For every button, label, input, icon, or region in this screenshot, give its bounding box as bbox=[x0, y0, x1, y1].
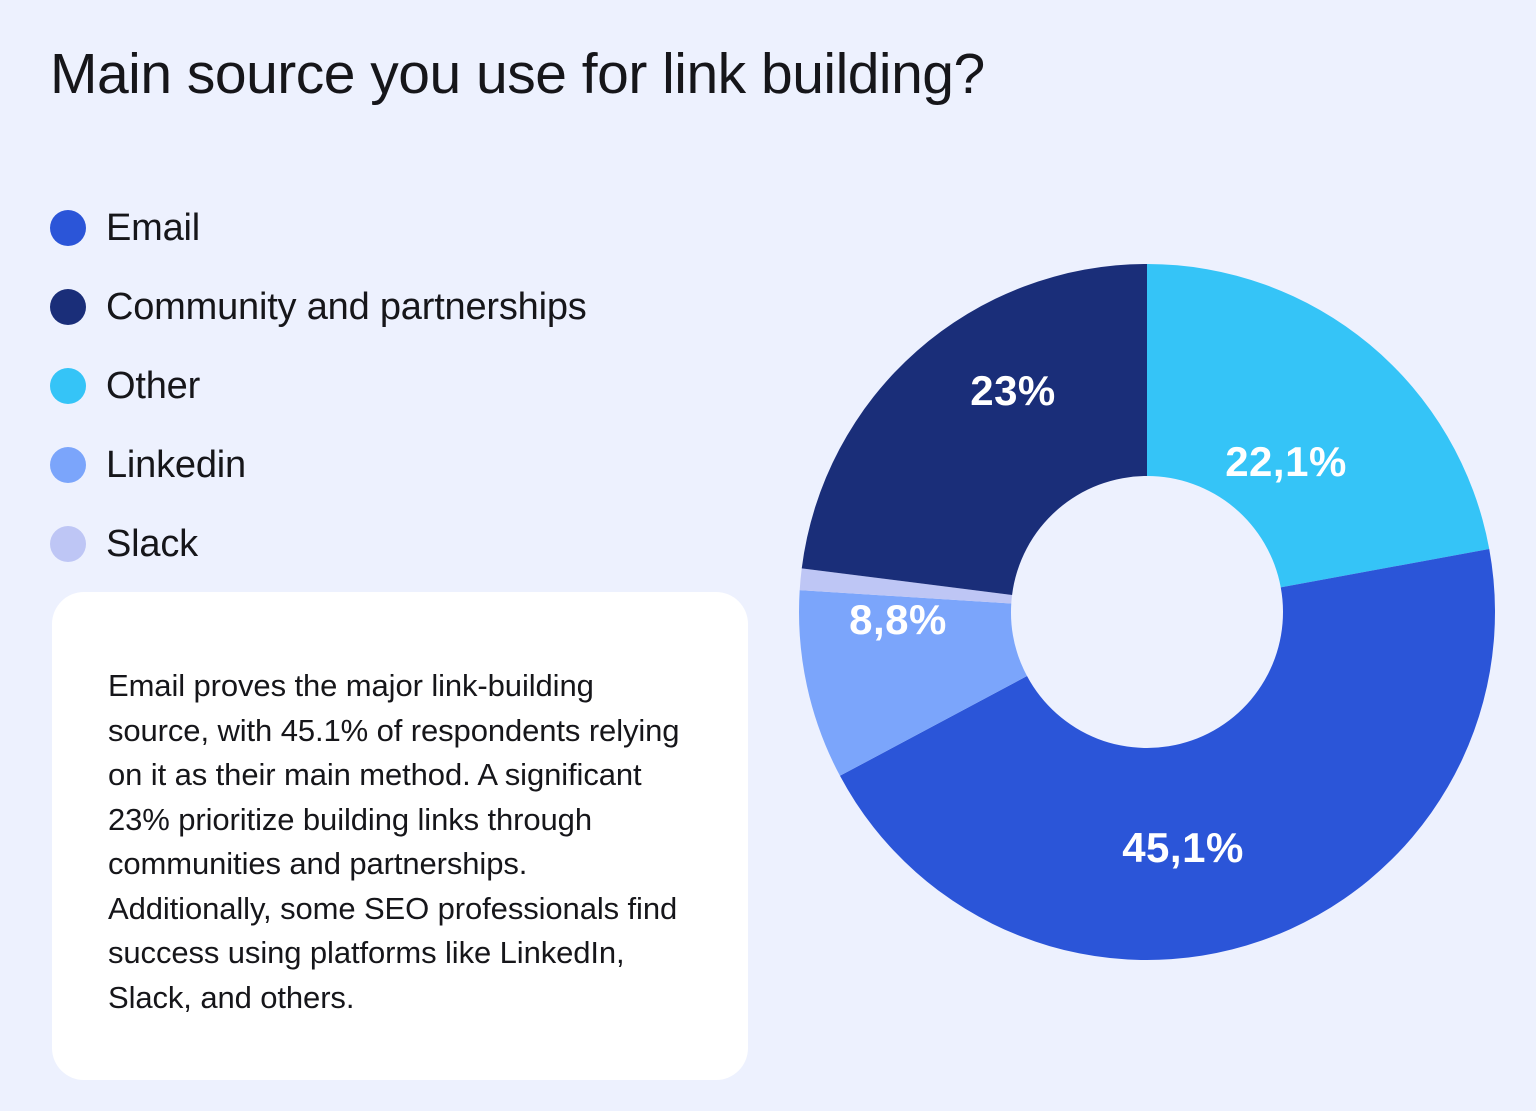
donut-slice-other[interactable] bbox=[1147, 264, 1490, 588]
legend-item-slack[interactable]: Slack bbox=[50, 504, 750, 583]
insight-card: Email proves the major link-building sou… bbox=[52, 592, 748, 1080]
donut-slice-email[interactable] bbox=[839, 548, 1496, 961]
donut-slice-slack[interactable] bbox=[799, 568, 1013, 604]
legend-item-email[interactable]: Email bbox=[50, 188, 750, 267]
donut-chart: 22,1% 45,1% 8,8% 23% bbox=[797, 262, 1497, 962]
legend-swatch-icon-linkedin bbox=[50, 446, 86, 483]
legend-label-linkedin: Linkedin bbox=[106, 443, 246, 486]
legend-item-linkedin[interactable]: Linkedin bbox=[50, 425, 750, 504]
legend-label-community-and-partnerships: Community and partnerships bbox=[106, 285, 587, 328]
legend-label-email: Email bbox=[106, 206, 201, 249]
donut-chart-svg: 22,1% 45,1% 8,8% 23% bbox=[799, 264, 1496, 961]
legend-item-community-and-partnerships[interactable]: Community and partnerships bbox=[50, 267, 750, 346]
legend-item-other[interactable]: Other bbox=[50, 346, 750, 425]
page-title: Main source you use for link building? bbox=[50, 42, 985, 107]
donut-label-community-and-partnerships: 23% bbox=[970, 367, 1056, 414]
legend-swatch-icon-community-and-partnerships bbox=[50, 288, 86, 325]
donut-label-email: 45,1% bbox=[1122, 824, 1244, 871]
legend-swatch-icon-email bbox=[50, 209, 86, 246]
legend-swatch-icon-other bbox=[50, 367, 86, 404]
donut-slice-labels: 22,1% 45,1% 8,8% 23% bbox=[849, 367, 1347, 871]
legend-label-slack: Slack bbox=[106, 522, 198, 565]
legend-swatch-icon-slack bbox=[50, 525, 86, 562]
donut-slices bbox=[799, 264, 1496, 961]
donut-slice-community-and-partnerships[interactable] bbox=[801, 264, 1147, 595]
chart-legend: Email Community and partnerships Other L… bbox=[50, 188, 750, 583]
insight-card-body: Email proves the major link-building sou… bbox=[108, 668, 680, 1015]
legend-label-other: Other bbox=[106, 364, 201, 407]
donut-label-other: 22,1% bbox=[1225, 438, 1347, 485]
donut-label-linkedin: 8,8% bbox=[849, 596, 947, 643]
donut-slice-linkedin[interactable] bbox=[799, 590, 1028, 776]
